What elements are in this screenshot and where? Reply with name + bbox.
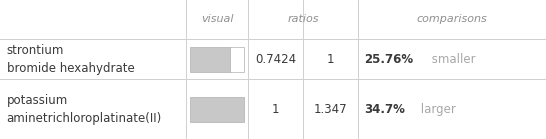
Text: 25.76%: 25.76% — [364, 53, 413, 66]
Text: strontium
bromide hexahydrate: strontium bromide hexahydrate — [7, 44, 134, 75]
Text: 1: 1 — [272, 103, 280, 116]
Text: larger: larger — [417, 103, 456, 116]
Text: 0.7424: 0.7424 — [255, 53, 296, 66]
Text: potassium
aminetrichloroplatinate(II): potassium aminetrichloroplatinate(II) — [7, 94, 162, 125]
Text: visual: visual — [201, 14, 233, 24]
Bar — [190, 97, 244, 122]
Text: 1: 1 — [327, 53, 334, 66]
Text: ratios: ratios — [287, 14, 319, 24]
Text: smaller: smaller — [428, 53, 475, 66]
Text: comparisons: comparisons — [417, 14, 487, 24]
Text: 34.7%: 34.7% — [364, 103, 405, 116]
Text: 1.347: 1.347 — [313, 103, 347, 116]
Bar — [190, 47, 230, 72]
Bar — [230, 47, 244, 72]
